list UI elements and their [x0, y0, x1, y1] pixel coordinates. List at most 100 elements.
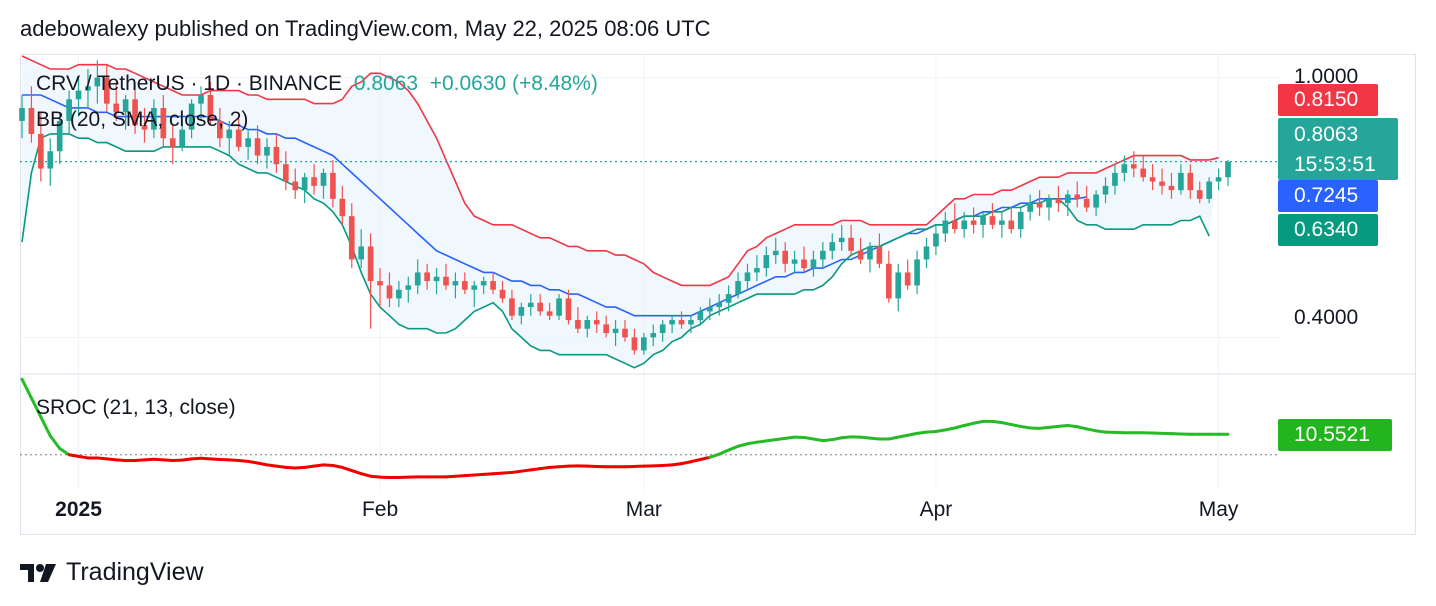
- candle: [706, 298, 713, 321]
- sroc-segment: [1085, 427, 1098, 433]
- sroc-segment: [519, 468, 533, 473]
- sroc-segment: [453, 474, 467, 478]
- candle-body: [1008, 220, 1015, 230]
- sroc-segment: [114, 458, 128, 462]
- candle-body: [603, 324, 609, 334]
- candle-body: [1225, 161, 1231, 178]
- candle: [254, 125, 261, 165]
- candle-body: [1055, 198, 1062, 204]
- candle-body: [490, 281, 496, 290]
- candle: [810, 250, 817, 277]
- candle: [848, 224, 854, 256]
- candle: [198, 86, 204, 121]
- sroc-segment: [538, 465, 552, 471]
- candle: [330, 159, 336, 208]
- candle-body: [509, 298, 515, 316]
- sroc-segment: [246, 459, 260, 465]
- sroc-segment: [1056, 423, 1070, 428]
- chart-frame[interactable]: [20, 54, 1416, 535]
- bollinger-band-fill: [22, 56, 1219, 368]
- candle: [1112, 164, 1118, 195]
- candle-body: [311, 177, 317, 186]
- sroc-segment: [548, 465, 561, 469]
- candle: [396, 281, 402, 308]
- candle-body: [348, 216, 355, 260]
- sroc-segment: [990, 419, 1004, 425]
- candle: [160, 94, 167, 147]
- candle-body: [688, 320, 694, 325]
- candle-body: [725, 294, 732, 303]
- candle-body: [697, 311, 704, 321]
- sroc-segment: [265, 463, 278, 468]
- sroc-segment: [303, 464, 316, 469]
- candle: [75, 77, 82, 117]
- sroc-segment: [670, 462, 684, 467]
- price-tick-2: 0.4000: [1294, 306, 1359, 329]
- sroc-segment: [925, 429, 938, 434]
- sroc-segment: [350, 469, 363, 476]
- symbol-title: CRV / TetherUS · 1D · BINANCE: [36, 72, 343, 95]
- candle-body: [1149, 177, 1156, 182]
- candle-body: [339, 198, 346, 217]
- sroc-segment: [557, 464, 570, 469]
- candle: [311, 164, 317, 195]
- sroc-indicator-legend[interactable]: SROC (21, 13, close): [36, 396, 236, 419]
- candle: [914, 250, 920, 295]
- candle: [1121, 155, 1128, 182]
- sroc-segment: [830, 436, 844, 442]
- candle: [1017, 207, 1024, 238]
- candle-body: [273, 146, 280, 165]
- candle: [593, 311, 600, 334]
- candle-body: [867, 246, 873, 260]
- x-axis-label: Mar: [626, 498, 662, 521]
- candle-body: [989, 216, 996, 225]
- sroc-segment: [811, 437, 825, 443]
- candle-body: [1046, 198, 1052, 208]
- sroc-segment: [1000, 421, 1013, 427]
- sroc-segment: [48, 434, 62, 450]
- candle: [669, 315, 675, 334]
- candle-body: [556, 298, 562, 316]
- candle: [1083, 185, 1090, 212]
- candle: [1093, 190, 1099, 217]
- axis-labels: 2025 Feb Mar Apr May: [55, 498, 1239, 521]
- tradingview-footer[interactable]: TradingView: [20, 558, 204, 587]
- sroc-segment: [953, 423, 966, 430]
- candle-body: [980, 216, 986, 225]
- sroc-segment: [472, 472, 486, 477]
- candle: [1168, 172, 1175, 199]
- sroc-segment: [190, 456, 203, 461]
- candle-body: [1017, 211, 1024, 230]
- sroc-segment: [962, 421, 976, 427]
- candle: [857, 237, 864, 264]
- candle-body: [914, 259, 920, 286]
- candle-body: [188, 103, 195, 130]
- candle: [622, 320, 628, 342]
- candle-body: [942, 220, 949, 234]
- candle-body: [1159, 181, 1165, 186]
- candle-body: [1083, 198, 1090, 208]
- candle: [235, 116, 242, 152]
- candle-body: [754, 268, 760, 273]
- x-axis-label: 2025: [55, 498, 102, 521]
- sroc-segment: [199, 456, 212, 461]
- candle-body: [951, 220, 958, 230]
- candle: [970, 207, 977, 234]
- candle-body: [235, 129, 242, 147]
- candle-body: [716, 302, 723, 308]
- candle-body: [169, 138, 176, 147]
- candle: [1206, 177, 1212, 204]
- candle-body: [1168, 185, 1175, 191]
- candle-body: [1036, 203, 1043, 208]
- candle-body: [904, 272, 911, 286]
- candle-body: [537, 302, 544, 312]
- candle: [895, 263, 902, 312]
- candle: [867, 242, 873, 273]
- sroc-segment: [1019, 424, 1032, 430]
- candlestick-series: [19, 60, 1231, 355]
- candle: [66, 90, 72, 134]
- bb-indicator-legend[interactable]: BB (20, SMA, close, 2): [36, 108, 249, 131]
- candle-body: [330, 172, 336, 199]
- candle-body: [622, 328, 628, 338]
